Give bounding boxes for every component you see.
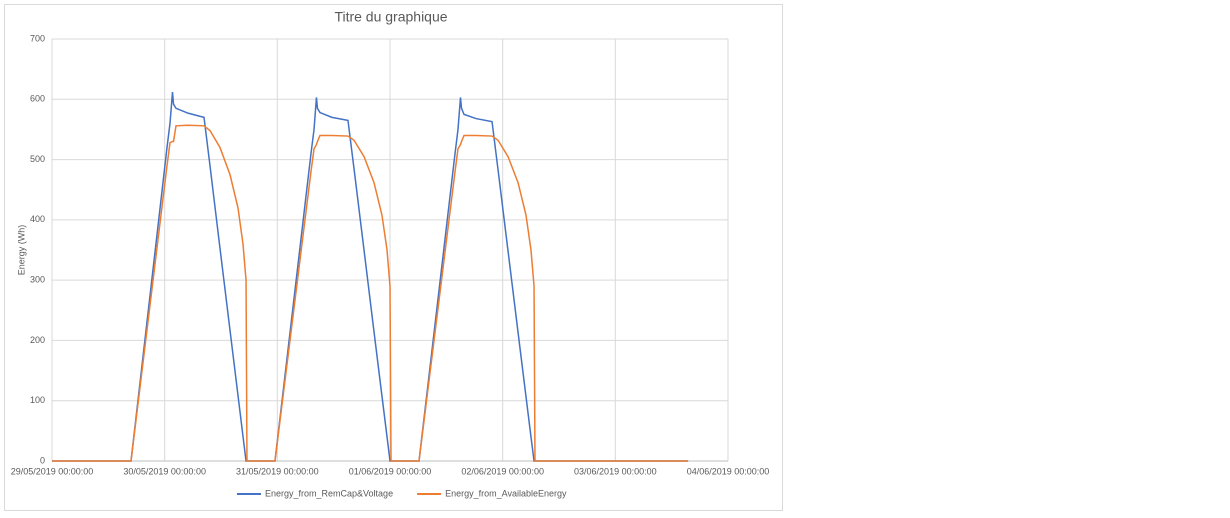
y-axis-title: Energy (Wh) [16, 225, 26, 276]
y-tick-label: 700 [30, 33, 45, 43]
x-tick-label: 01/06/2019 00:00:00 [349, 466, 432, 476]
x-tick-label: 31/05/2019 00:00:00 [236, 466, 319, 476]
chart-area [4, 4, 783, 511]
x-tick-label: 03/06/2019 00:00:00 [574, 466, 657, 476]
chart-title: Titre du graphique [334, 9, 447, 25]
y-tick-label: 600 [30, 94, 45, 104]
y-tick-label: 200 [30, 335, 45, 345]
y-tick-label: 500 [30, 154, 45, 164]
y-tick-label: 100 [30, 395, 45, 405]
x-tick-label: 30/05/2019 00:00:00 [123, 466, 206, 476]
line-series [52, 124, 689, 462]
x-tick-label: 29/05/2019 00:00:00 [11, 466, 94, 476]
legend-label: Energy_from_RemCap&Voltage [265, 488, 393, 498]
y-tick-label: 300 [30, 275, 45, 285]
legend-label: Energy_from_AvailableEnergy [445, 488, 567, 498]
x-tick-label: 04/06/2019 00:00:00 [687, 466, 770, 476]
y-tick-label: 400 [30, 214, 45, 224]
y-tick-label: 0 [40, 455, 45, 465]
x-tick-label: 02/06/2019 00:00:00 [461, 466, 544, 476]
